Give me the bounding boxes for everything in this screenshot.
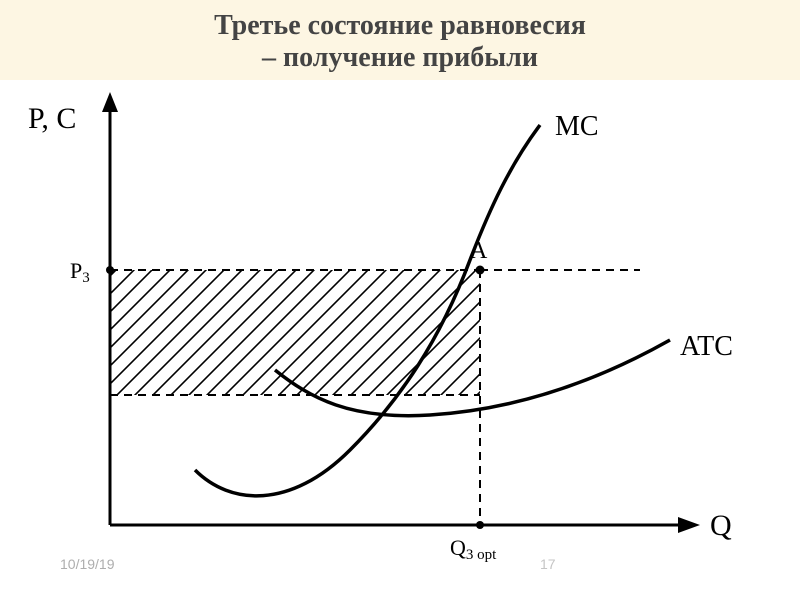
economics-chart: P, C Q MC ATC A P3 Q3 opt bbox=[0, 80, 800, 590]
title-line-2: – получение прибыли bbox=[262, 42, 538, 73]
x-axis-arrow bbox=[678, 517, 700, 533]
mc-label: MC bbox=[555, 111, 599, 142]
point-a-label: A bbox=[470, 238, 488, 264]
slide-title-bar: Третье состояние равновесия – получение … bbox=[0, 0, 800, 80]
footer-page: 17 bbox=[540, 556, 556, 572]
chart-area: P, C Q MC ATC A P3 Q3 opt 10/19/19 17 bbox=[0, 80, 800, 590]
p3-label: P3 bbox=[70, 258, 90, 286]
profit-region bbox=[110, 270, 480, 395]
y-axis-arrow bbox=[102, 92, 118, 112]
point-a bbox=[476, 266, 485, 275]
x-axis-label: Q bbox=[710, 509, 732, 542]
y-axis-label: P, C bbox=[28, 102, 76, 135]
slide-title: Третье состояние равновесия – получение … bbox=[0, 10, 800, 74]
atc-label: ATC bbox=[680, 331, 733, 362]
point-p3 bbox=[106, 266, 114, 274]
point-q3 bbox=[476, 521, 484, 529]
q3-label: Q3 opt bbox=[450, 535, 497, 563]
footer-date: 10/19/19 bbox=[60, 556, 115, 572]
title-line-1: Третье состояние равновесия bbox=[214, 10, 586, 41]
